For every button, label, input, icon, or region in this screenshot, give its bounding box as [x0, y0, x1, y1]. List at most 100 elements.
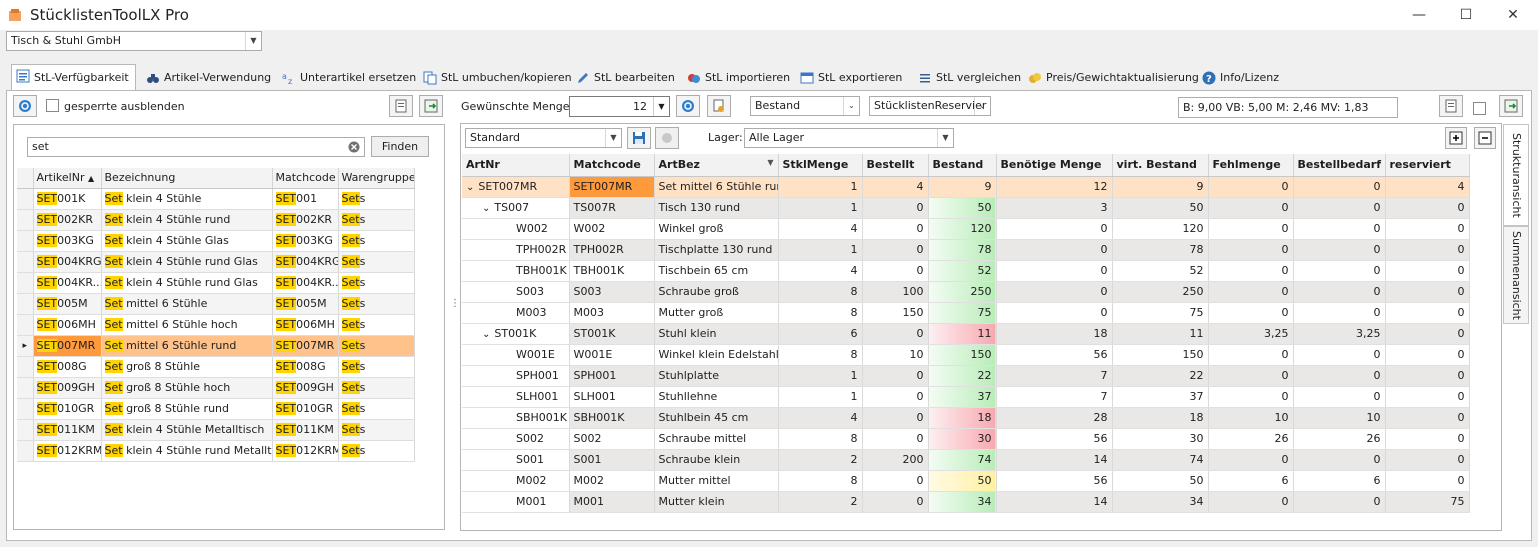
cell-bestellt: 0: [862, 491, 929, 513]
right-export-excel-button[interactable]: [1499, 95, 1523, 117]
tab-stl-verfuegbarkeit[interactable]: StL-Verfügbarkeit: [11, 64, 136, 92]
cell-text: 50: [977, 474, 992, 487]
search-input[interactable]: set: [27, 137, 365, 157]
table-row[interactable]: SET009GH Set groß 8 Stühle hoch SET009GH Se…: [17, 377, 415, 399]
bom-row[interactable]: TPH002R TPH002R Tischplatte 130 rund 1 0 78 0 7…: [462, 239, 1470, 261]
tab-summenansicht[interactable]: Summenansicht: [1503, 226, 1529, 324]
col-bezeichnung[interactable]: Bezeichnung: [101, 168, 273, 189]
tab-stl-bearbeiten[interactable]: StL bearbeiten: [572, 67, 675, 91]
table-row[interactable]: SET005M Set mittel 6 Stühle SET005M Sets: [17, 293, 415, 315]
bom-row[interactable]: SLH001 SLH001 Stuhllehne 1 0 37 7 37 0 0 0: [462, 386, 1470, 408]
splitter-handle[interactable]: ⋮: [450, 299, 460, 316]
col-bestand[interactable]: Bestand: [928, 154, 997, 177]
bom-row[interactable]: ⌄ TS007 TS007R Tisch 130 rund 1 0 50 3 50 0 0 0: [462, 197, 1470, 219]
maximize-button[interactable]: ☐: [1459, 7, 1473, 23]
export-excel-button[interactable]: [419, 95, 443, 117]
stock-type-select[interactable]: Bestand ⌄: [750, 96, 860, 116]
col-artnr[interactable]: ArtNr: [462, 154, 570, 177]
bom-row[interactable]: S001 S001 Schraube klein 2 200 74 14 74 0 0 0: [462, 449, 1470, 471]
table-row[interactable]: SET008G Set groß 8 Stühle SET008G Sets: [17, 356, 415, 378]
search-highlight: SET: [36, 234, 58, 247]
cell-warengruppe: Sets: [338, 188, 415, 210]
right-settings-doc-button[interactable]: [1439, 95, 1463, 117]
col-stklmenge[interactable]: StklMenge: [778, 154, 863, 177]
tab-stl-importieren[interactable]: StL importieren: [683, 67, 790, 91]
table-row[interactable]: SET011KM Set klein 4 Stühle Metalltisch SE…: [17, 419, 415, 441]
tab-stl-vergleichen[interactable]: StL vergleichen: [914, 67, 1021, 91]
cell-warengruppe: Sets: [338, 377, 415, 399]
tab-artikel-verwendung[interactable]: Artikel-Verwendung: [142, 67, 271, 91]
table-row[interactable]: SET002KR Set klein 4 Stühle rund SET002KR S…: [17, 209, 415, 231]
col-virt-bestand[interactable]: virt. Bestand: [1112, 154, 1209, 177]
col-bestellbedarf[interactable]: Bestellbedarf: [1293, 154, 1386, 177]
bom-row[interactable]: W001E W001E Winkel klein Edelstahl 8 10 150 56…: [462, 344, 1470, 366]
bom-row[interactable]: S003 S003 Schraube groß 8 100 250 0 250 0 0 0: [462, 281, 1470, 303]
right-option-checkbox[interactable]: [1473, 102, 1486, 115]
qty-dropdown-icon[interactable]: ▼: [653, 97, 669, 116]
tab-stl-exportieren[interactable]: StL exportieren: [796, 67, 902, 91]
bom-row[interactable]: SPH001 SPH001 Stuhlplatte 1 0 22 7 22 0 0 0: [462, 365, 1470, 387]
col-matchcode[interactable]: Matchcode: [569, 154, 655, 177]
bom-row[interactable]: ⌄ SET007MR SET007MR Set mittel 6 Stühle run…: [462, 176, 1470, 198]
search-input-value: set: [32, 140, 49, 153]
collapse-all-button[interactable]: [1474, 127, 1496, 149]
bom-row[interactable]: M001 M001 Mutter klein 2 0 34 14 34 0 0 75: [462, 491, 1470, 513]
col-matchcode[interactable]: Matchcode: [272, 168, 339, 189]
refresh-button[interactable]: [13, 95, 37, 117]
col-fehlmenge[interactable]: Fehlmenge: [1208, 154, 1294, 177]
calc-settings-button[interactable]: [707, 95, 731, 117]
minimize-button[interactable]: —: [1412, 7, 1426, 23]
tab-preis-gewicht[interactable]: Preis/Gewichtaktualisierung: [1024, 67, 1199, 91]
col-warengruppe[interactable]: Warengruppe: [338, 168, 415, 189]
filter-icon[interactable]: ▼: [767, 158, 774, 168]
cell-text: s: [359, 444, 366, 457]
find-button[interactable]: Finden: [371, 136, 429, 157]
reserve-select[interactable]: StücklistenReservier ⌄: [869, 96, 991, 116]
expand-toggle-icon[interactable]: ⌄: [482, 203, 491, 214]
expand-toggle-icon[interactable]: ⌄: [466, 182, 475, 193]
table-row[interactable]: SET012KRM Set klein 4 Stühle rund Metallt…: [17, 440, 415, 462]
col-artikelnr[interactable]: ArtikelNr ▲: [33, 168, 102, 189]
hide-locked-checkbox[interactable]: [46, 99, 59, 112]
settings-doc-button[interactable]: [389, 95, 413, 117]
company-select[interactable]: Tisch & Stuhl GmbH ▼: [6, 31, 262, 51]
bom-row[interactable]: M002 M002 Mutter mittel 8 0 50 56 50 6 6 0: [462, 470, 1470, 492]
tab-info-lizenz[interactable]: ? Info/Lizenz: [1198, 67, 1279, 91]
cell-text: W002: [573, 222, 606, 235]
table-row[interactable]: SET010GR Set groß 8 Stühle rund SET010GR Se…: [17, 398, 415, 420]
lager-select[interactable]: Alle Lager ▼: [744, 128, 954, 148]
save-layout-button[interactable]: [627, 127, 651, 149]
bom-row[interactable]: W002 W002 Winkel groß 4 0 120 0 120 0 0 0: [462, 218, 1470, 240]
cell-bestellbedarf: 0: [1293, 344, 1386, 366]
table-row[interactable]: SET003KG Set klein 4 Stühle Glas SET003KG S…: [17, 230, 415, 252]
qty-spinner[interactable]: 12 ▼: [569, 96, 670, 117]
tab-strukturansicht[interactable]: Strukturansicht: [1503, 124, 1529, 226]
tab-label: StL vergleichen: [936, 71, 1022, 84]
expand-all-button[interactable]: [1445, 127, 1467, 149]
table-row[interactable]: SET001K Set klein 4 Stühle SET001 Sets: [17, 188, 415, 210]
table-row[interactable]: ▸ SET007MR Set mittel 6 Stühle rund SET007M…: [17, 335, 415, 357]
cell-stklmenge: 2: [778, 491, 863, 513]
col-bestellt[interactable]: Bestellt: [862, 154, 929, 177]
delete-layout-button[interactable]: [655, 127, 679, 149]
bom-row[interactable]: ⌄ ST001K ST001K Stuhl klein 6 0 11 18 11 3,25 3,25…: [462, 323, 1470, 345]
bom-row[interactable]: M003 M003 Mutter groß 8 150 75 0 75 0 0 0: [462, 302, 1470, 324]
table-row[interactable]: SET004KRG Set klein 4 Stühle rund Glas SET…: [17, 251, 415, 273]
col-artbez[interactable]: ArtBez ▼: [654, 154, 779, 177]
recalc-button[interactable]: [676, 95, 700, 117]
table-row[interactable]: SET006MH Set mittel 6 Stühle hoch SET006MH…: [17, 314, 415, 336]
bom-row[interactable]: S002 S002 Schraube mittel 8 0 30 56 30 26 26 0: [462, 428, 1470, 450]
expand-toggle-icon[interactable]: ⌄: [482, 329, 491, 340]
cell-matchcode: TPH002R: [569, 239, 655, 261]
layout-select[interactable]: Standard ▼: [465, 128, 622, 148]
bom-row[interactable]: TBH001K TBH001K Tischbein 65 cm 4 0 52 0 52 0 0 0: [462, 260, 1470, 282]
clear-search-icon[interactable]: [348, 141, 360, 153]
col-benoetige-menge[interactable]: Benötige Menge: [996, 154, 1113, 177]
close-button[interactable]: ✕: [1507, 7, 1519, 23]
bom-row[interactable]: SBH001K SBH001K Stuhlbein 45 cm 4 0 18 28 18 10 1…: [462, 407, 1470, 429]
col-reserviert[interactable]: reserviert: [1385, 154, 1470, 177]
cell-bezeichnung: Set groß 8 Stühle rund: [101, 398, 273, 420]
tab-stl-umbuchen[interactable]: StL umbuchen/kopieren: [419, 67, 572, 91]
table-row[interactable]: SET004KR... Set klein 4 Stühle rund Glas S…: [17, 272, 415, 294]
